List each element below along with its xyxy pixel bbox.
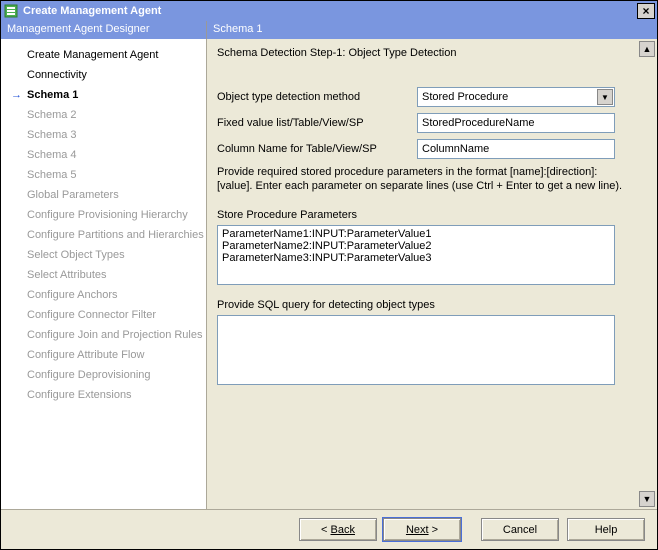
- help-text: Provide required stored procedure parame…: [217, 165, 631, 193]
- step-title: Schema Detection Step-1: Object Type Det…: [217, 47, 651, 59]
- sidebar-item-extensions: Configure Extensions: [7, 385, 206, 405]
- window-title: Create Management Agent: [23, 5, 637, 17]
- chevron-down-icon: ▼: [643, 494, 652, 504]
- sidebar-item-connectivity[interactable]: Connectivity: [7, 65, 206, 85]
- sidebar-item-provisioning-hierarchy: Configure Provisioning Hierarchy: [7, 205, 206, 225]
- titlebar: Create Management Agent ×: [1, 1, 657, 21]
- scroll-down-button[interactable]: ▼: [639, 491, 655, 507]
- sidebar-item-deprovisioning: Configure Deprovisioning: [7, 365, 206, 385]
- sidebar-item-configure-anchors: Configure Anchors: [7, 285, 206, 305]
- sidebar-item-schema-1[interactable]: Schema 1: [7, 85, 206, 105]
- subheader: Management Agent Designer Schema 1: [1, 21, 657, 39]
- select-detection-method-value: Stored Procedure: [422, 91, 508, 103]
- input-fixed-value[interactable]: [417, 113, 615, 133]
- sidebar-item-schema-5: Schema 5: [7, 165, 206, 185]
- back-button[interactable]: < Back: [299, 518, 377, 541]
- sidebar-item-create-ma[interactable]: Create Management Agent: [7, 45, 206, 65]
- sidebar-item-select-attributes: Select Attributes: [7, 265, 206, 285]
- sidebar-item-global-params: Global Parameters: [7, 185, 206, 205]
- wizard-steps-sidebar: Create Management Agent Connectivity Sch…: [1, 39, 207, 509]
- sidebar-item-partitions-hierarchies: Configure Partitions and Hierarchies: [7, 225, 206, 245]
- next-button-label: Next: [406, 524, 429, 536]
- label-store-params: Store Procedure Parameters: [217, 209, 651, 221]
- body: Create Management Agent Connectivity Sch…: [1, 39, 657, 509]
- app-icon: [3, 3, 19, 19]
- select-detection-method[interactable]: Stored Procedure ▼: [417, 87, 615, 107]
- close-icon: ×: [642, 4, 649, 18]
- chevron-down-icon: ▼: [597, 89, 613, 105]
- label-detection-method: Object type detection method: [217, 91, 417, 103]
- close-button[interactable]: ×: [637, 3, 655, 19]
- wizard-buttons: < Back Next > Cancel Help: [1, 509, 657, 549]
- label-fixed-value: Fixed value list/Table/View/SP: [217, 117, 417, 129]
- scroll-up-button[interactable]: ▲: [639, 41, 655, 57]
- sidebar-item-connector-filter: Configure Connector Filter: [7, 305, 206, 325]
- label-sql-query: Provide SQL query for detecting object t…: [217, 299, 651, 311]
- row-column-name: Column Name for Table/View/SP: [217, 139, 651, 159]
- sidebar-item-schema-4: Schema 4: [7, 145, 206, 165]
- chevron-up-icon: ▲: [643, 44, 652, 54]
- main-panel: ▲ Schema Detection Step-1: Object Type D…: [207, 39, 657, 509]
- sidebar-item-join-projection: Configure Join and Projection Rules: [7, 325, 206, 345]
- sidebar-item-schema-3: Schema 3: [7, 125, 206, 145]
- sidebar-item-select-object-types: Select Object Types: [7, 245, 206, 265]
- row-fixed-value: Fixed value list/Table/View/SP: [217, 113, 651, 133]
- sidebar-item-schema-2: Schema 2: [7, 105, 206, 125]
- subheader-left: Management Agent Designer: [1, 21, 207, 39]
- input-column-name[interactable]: [417, 139, 615, 159]
- dialog-window: Create Management Agent × Management Age…: [0, 0, 658, 550]
- label-column-name: Column Name for Table/View/SP: [217, 143, 417, 155]
- back-button-label: Back: [331, 524, 355, 536]
- sidebar-item-attribute-flow: Configure Attribute Flow: [7, 345, 206, 365]
- cancel-button[interactable]: Cancel: [481, 518, 559, 541]
- help-button[interactable]: Help: [567, 518, 645, 541]
- textarea-store-params[interactable]: [217, 225, 615, 285]
- nav-button-pair: < Back Next >: [299, 518, 461, 541]
- textarea-sql-query[interactable]: [217, 315, 615, 385]
- main-content: Schema Detection Step-1: Object Type Det…: [207, 39, 657, 509]
- row-detection-method: Object type detection method Stored Proc…: [217, 87, 651, 107]
- next-button[interactable]: Next >: [383, 518, 461, 541]
- subheader-right: Schema 1: [207, 21, 657, 39]
